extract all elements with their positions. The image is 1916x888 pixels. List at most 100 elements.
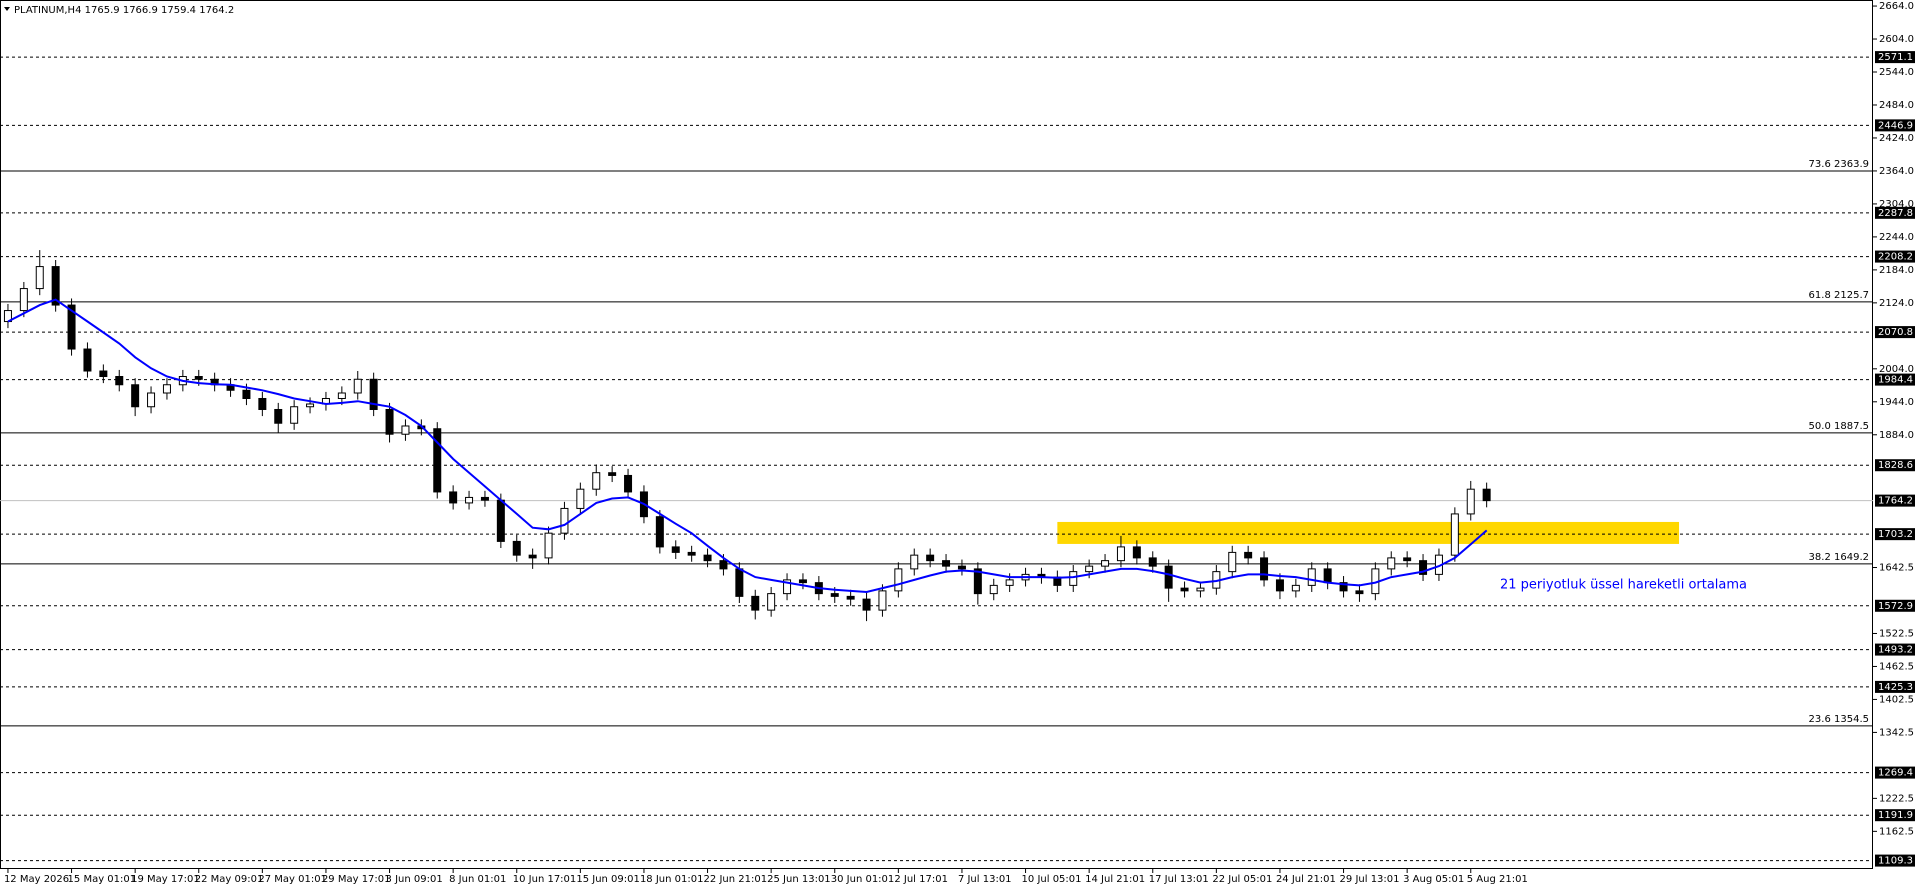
candle-body: [846, 595, 855, 600]
candle-body: [337, 392, 346, 399]
y-tick-label: 1222.5: [1879, 793, 1914, 804]
level-label: 1269.4: [1878, 768, 1913, 779]
level-label: 2571.1: [1878, 52, 1913, 63]
candle-body: [242, 389, 251, 399]
level-box: [1875, 854, 1915, 867]
candle-body: [19, 288, 28, 312]
candle-body: [162, 384, 171, 394]
header-symbol: PLATINUM,H4: [14, 5, 81, 16]
header-ohlc: 1759.4: [161, 5, 196, 16]
x-tick-label: 29 Jul 13:01: [1340, 874, 1400, 885]
fib-level: 61.8: [1809, 290, 1831, 301]
ema-line: [7, 298, 1488, 594]
zone: [1057, 521, 1680, 544]
candle-body: [1148, 557, 1157, 567]
candle-body: [1466, 488, 1475, 515]
candle-body: [894, 568, 903, 592]
level-box: [1875, 809, 1915, 822]
y-tick-label: 2244.0: [1879, 232, 1914, 243]
candle-body: [687, 551, 696, 556]
fib-level: 73.6: [1809, 159, 1831, 170]
candle-body: [83, 348, 92, 372]
level-box: [1875, 51, 1915, 64]
candle-body: [433, 428, 442, 493]
level-label: 1984.4: [1878, 375, 1913, 386]
y-tick-label: 2364.0: [1879, 166, 1914, 177]
candle-body: [942, 560, 951, 567]
candle-body: [783, 579, 792, 595]
candle-body: [3, 310, 12, 323]
candle-body: [592, 472, 601, 490]
level-box: [1875, 766, 1915, 779]
fib-label: 61.8 2125.7: [1809, 290, 1869, 301]
x-tick-label: 29 May 17:01: [322, 874, 391, 885]
y-tick-label: 1162.5: [1879, 826, 1914, 837]
candle-body: [878, 590, 887, 611]
x-tick-label: 22 Jul 05:01: [1212, 874, 1272, 885]
level-label: 1703.2: [1878, 529, 1913, 540]
y-tick-label: 2544.0: [1879, 67, 1914, 78]
candle-body: [703, 554, 712, 562]
candle-body: [258, 397, 267, 410]
level-box: [1875, 373, 1915, 386]
candle-body: [735, 568, 744, 597]
candle-body: [449, 491, 458, 504]
candle-body: [131, 384, 140, 408]
y-tick-label: 2004.0: [1879, 364, 1914, 375]
x-tick-label: 15 May 01:01: [68, 874, 137, 885]
fib-price: 1887.5: [1834, 421, 1869, 432]
x-tick-label: 12 May 2026: [4, 874, 69, 885]
level-box: [1875, 528, 1915, 541]
y-tick-label: 2304.0: [1879, 199, 1914, 210]
fib-label: 38.2 1649.2: [1809, 552, 1869, 563]
plot-frame: [0, 0, 1873, 869]
candle-body: [480, 496, 489, 501]
candle-body: [385, 408, 394, 435]
header-ohlc: 1764.2: [199, 5, 234, 16]
candle-body: [1419, 560, 1428, 575]
y-tick-label: 1462.5: [1879, 661, 1914, 672]
candle-body: [1275, 579, 1284, 592]
candle-body: [544, 532, 553, 559]
level-label: 1493.2: [1878, 645, 1913, 656]
candle-body: [1196, 587, 1205, 592]
fib-price: 2363.9: [1834, 159, 1869, 170]
y-tick-label: 1402.5: [1879, 694, 1914, 705]
candle-body: [1101, 560, 1110, 567]
y-tick-label: 1522.5: [1879, 628, 1914, 639]
header-ohlc: 1766.9: [123, 5, 158, 16]
fib-label: 73.6 2363.9: [1809, 159, 1869, 170]
level-label: 2287.8: [1878, 208, 1913, 219]
candle-body: [1450, 513, 1459, 556]
candle-body: [798, 579, 807, 584]
x-tick-label: 3 Aug 05:01: [1403, 874, 1464, 885]
header-ohlc: 1765.9: [85, 5, 120, 16]
candle-body: [560, 507, 569, 534]
candle-body: [401, 425, 410, 435]
header-triangle: [4, 7, 10, 11]
candle-body: [830, 593, 839, 597]
fib-level: 38.2: [1809, 552, 1831, 563]
fib-label: 50.0 1887.5: [1809, 421, 1869, 432]
candle-body: [1355, 590, 1364, 595]
fib-level: 23.6: [1809, 714, 1831, 725]
candle-body: [926, 554, 935, 562]
level-label: 1191.9: [1878, 810, 1913, 821]
candle-body: [369, 378, 378, 410]
candle-body: [496, 499, 505, 542]
level-label: 1109.3: [1878, 856, 1913, 867]
candle-body: [67, 304, 76, 350]
fib-level: 50.0: [1809, 421, 1831, 432]
ema-label: 21 periyotluk üssel hareketli ortalama: [1500, 578, 1747, 593]
candle-body: [353, 378, 362, 394]
x-tick-label: 2 Jul 17:01: [894, 874, 948, 885]
level-label: 1425.3: [1878, 682, 1913, 693]
candle-body: [1085, 565, 1094, 573]
candle-body: [194, 376, 203, 380]
candle-body: [671, 546, 680, 553]
y-tick-label: 2124.0: [1879, 298, 1914, 309]
candle-body: [608, 472, 617, 476]
x-tick-label: 19 May 17:01: [131, 874, 200, 885]
candle-body: [655, 516, 664, 548]
candle-body: [1307, 568, 1316, 586]
